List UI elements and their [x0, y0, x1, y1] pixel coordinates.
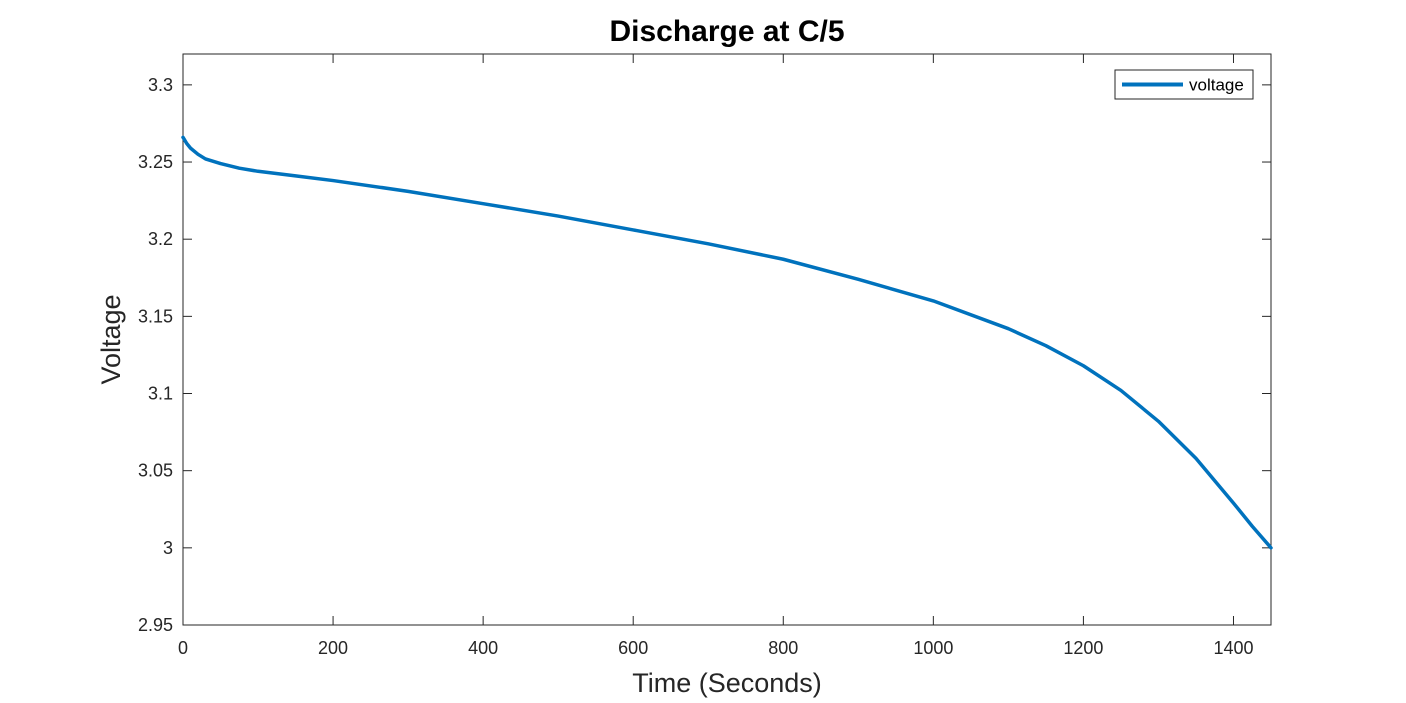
chart-title: Discharge at C/5: [609, 15, 844, 48]
y-tick-label: 3.05: [138, 461, 173, 481]
x-axis-ticks: 0 200 400 600 800 1000 1200 1400: [178, 54, 1254, 658]
y-tick-label: 3.25: [138, 152, 173, 172]
y-axis-ticks: 2.95 3 3.05 3.1 3.15 3.2 3.25 3.3: [138, 75, 1271, 635]
series-line-voltage: [181, 135, 1273, 550]
y-tick-label: 3.1: [148, 384, 173, 404]
x-tick-label: 0: [178, 638, 188, 658]
x-tick-label: 1200: [1063, 638, 1103, 658]
x-tick-label: 1000: [913, 638, 953, 658]
x-tick-label: 600: [618, 638, 648, 658]
x-tick-label: 1400: [1213, 638, 1253, 658]
y-axis-label: Voltage: [96, 294, 126, 384]
plot-area: [182, 53, 1272, 626]
y-tick-label: 2.95: [138, 615, 173, 635]
x-tick-label: 200: [318, 638, 348, 658]
y-tick-label: 3.3: [148, 75, 173, 95]
y-tick-label: 3.2: [148, 229, 173, 249]
x-axis-label: Time (Seconds): [632, 668, 822, 698]
y-tick-label: 3.15: [138, 306, 173, 326]
x-tick-label: 400: [468, 638, 498, 658]
legend: voltage: [1114, 69, 1254, 100]
series-layer: [181, 135, 1273, 550]
legend-label-voltage: voltage: [1189, 76, 1244, 95]
y-tick-label: 3: [163, 538, 173, 558]
x-tick-label: 800: [768, 638, 798, 658]
